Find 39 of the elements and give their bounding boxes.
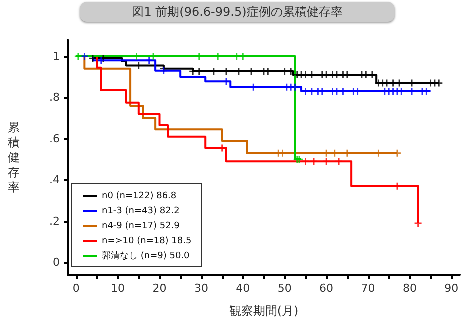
x-tick-label: 40	[236, 282, 250, 295]
point	[310, 158, 318, 166]
point	[74, 52, 82, 60]
legend-label: n=>10 (n=18) 18.5	[102, 236, 192, 246]
point	[146, 57, 153, 64]
point	[331, 150, 338, 157]
x-tick-label: 20	[152, 282, 167, 295]
point	[279, 150, 286, 157]
x-tick-label: 70	[361, 282, 376, 295]
legend-label: n0 (n=122) 86.8	[102, 192, 177, 202]
legend-label: 郭清なし (n=9) 50.0	[102, 250, 190, 262]
point	[375, 150, 382, 157]
y-tick-label: .2	[50, 214, 60, 228]
point	[323, 150, 330, 157]
x-tick-label: 90	[444, 282, 459, 295]
x-tick-label: 60	[320, 282, 334, 295]
point	[344, 150, 351, 157]
y-tick-label: .4	[50, 174, 60, 187]
y-axis-title: 累積健存率	[8, 120, 20, 194]
y-tick-label: 1	[53, 50, 60, 63]
x-tick-label: 80	[402, 282, 417, 295]
chart-title: 図1 前期(96.6-99.5)症例の累積健存率	[132, 5, 343, 19]
x-tick-label: 0	[72, 282, 80, 295]
point	[394, 150, 401, 157]
point	[336, 158, 343, 166]
x-tick-label: 50	[278, 282, 292, 295]
y-tick-label: .6	[50, 132, 60, 146]
x-tick-label: 30	[194, 282, 208, 295]
legend-label: n1-3 (n=43) 82.2	[102, 206, 180, 216]
x-tick-label: 10	[111, 282, 126, 295]
y-tick-label: .8	[50, 91, 60, 104]
y-tick-label: 0	[53, 256, 60, 270]
point	[302, 158, 310, 166]
point	[90, 55, 97, 62]
legend-label: n4-9 (n=17) 52.9	[102, 222, 180, 232]
point	[292, 84, 299, 91]
point	[323, 158, 330, 166]
point	[250, 84, 258, 91]
x-axis-title: 観察期間(月)	[229, 304, 299, 318]
